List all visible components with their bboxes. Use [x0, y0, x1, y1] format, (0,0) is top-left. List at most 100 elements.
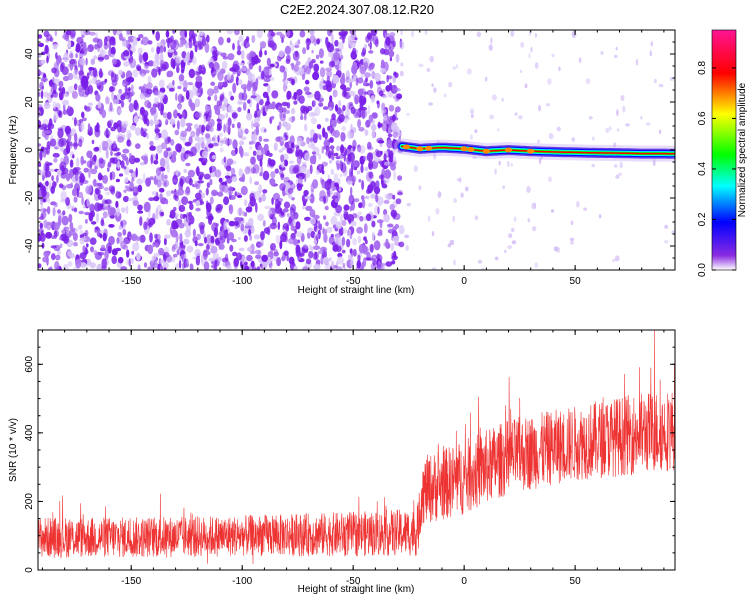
heatmap-noise-cell	[241, 173, 245, 183]
heatmap-noise-cell	[172, 59, 176, 70]
heatmap-noise-cell	[343, 204, 350, 211]
heatmap-noise-cell	[511, 240, 517, 245]
heatmap-noise-cell	[211, 222, 219, 232]
heatmap-noise-cell	[474, 215, 479, 221]
heatmap-noise-cell	[223, 196, 230, 206]
heatmap-noise-cell	[306, 169, 311, 179]
heatmap-noise-cell	[367, 141, 372, 149]
heatmap-noise-cell	[141, 36, 149, 46]
heatmap-noise-cell	[150, 154, 154, 165]
heatmap-noise-cell	[149, 145, 156, 151]
heatmap-noise-cell	[385, 85, 391, 92]
heatmap-noise-cell	[253, 117, 260, 124]
heatmap-noise-cell	[166, 219, 171, 226]
heatmap-noise-cell	[129, 181, 135, 192]
heatmap-noise-cell	[336, 116, 343, 124]
heatmap-noise-cell	[378, 261, 381, 265]
heatmap-noise-cell	[470, 108, 474, 115]
heatmap-noise-cell	[188, 98, 193, 108]
heatmap-noise-cell	[62, 210, 66, 216]
heatmap-noise-cell	[365, 213, 372, 222]
heatmap-noise-cell	[570, 220, 574, 226]
heatmap-noise-cell	[143, 201, 151, 213]
heatmap-noise-cell	[146, 217, 150, 225]
heatmap-noise-cell	[70, 205, 75, 209]
colorbar-ticks: 0.0 0.2 0.4 0.6 0.8	[697, 61, 736, 277]
heatmap-noise-cell	[238, 145, 243, 155]
heatmap-noise-cell	[95, 212, 100, 223]
heatmap-noise-cell	[53, 89, 57, 95]
heatmap-noise-cell	[40, 213, 44, 219]
heatmap-noise-cell	[318, 153, 322, 160]
heatmap-noise-cell	[47, 122, 55, 130]
heatmap-noise-cell	[175, 169, 179, 176]
heatmap-noise-cell	[96, 182, 103, 187]
heatmap-noise-cell	[219, 235, 223, 240]
heatmap-noise-cell	[618, 172, 622, 176]
heatmap-noise-cell	[260, 70, 265, 80]
heatmap-noise-cell	[400, 62, 404, 67]
heatmap-noise-cell	[136, 236, 141, 242]
heatmap-noise-cell	[65, 183, 74, 189]
heatmap-noise-cell	[281, 37, 284, 44]
heatmap-noise-cell	[242, 152, 250, 157]
heatmap-noise-cell	[312, 100, 317, 107]
heatmap-noise-cell	[510, 30, 515, 37]
heatmap-noise-cell	[148, 197, 155, 202]
heatmap-noise-cell	[304, 196, 312, 200]
heatmap-noise-cell	[140, 40, 144, 45]
heatmap-noise-cell	[558, 66, 561, 72]
heatmap-noise-cell	[258, 135, 263, 142]
heatmap-noise-cell	[296, 145, 300, 154]
heatmap-noise-cell	[174, 129, 180, 136]
heatmap-noise-cell	[40, 72, 45, 76]
heatmap-noise-cell	[178, 74, 185, 82]
heatmap-noise-cell	[138, 34, 144, 39]
heatmap-noise-cell	[270, 171, 276, 179]
heatmap-noise-cell	[154, 233, 158, 239]
heatmap-noise-cell	[211, 155, 217, 160]
heatmap-noise-cell	[109, 102, 113, 112]
heatmap-noise-cell	[435, 208, 440, 215]
heatmap-noise-cell	[197, 180, 204, 184]
heatmap-noise-cell	[178, 260, 182, 269]
heatmap-noise-cell	[185, 212, 190, 223]
heatmap-noise-cell	[100, 219, 105, 227]
heatmap-noise-cell	[368, 162, 372, 169]
heatmap-noise-cell	[251, 267, 258, 270]
heatmap-noise-cell	[615, 255, 620, 262]
heatmap-noise-cell	[120, 100, 125, 108]
carrier-hotspot	[402, 144, 410, 150]
heatmap-noise-cell	[538, 105, 541, 112]
heatmap-noise-cell	[340, 146, 348, 157]
heatmap-noise-cell	[205, 203, 210, 210]
heatmap-noise-cell	[453, 259, 456, 266]
heatmap-noise-cell	[86, 160, 93, 168]
heatmap-noise-cell	[122, 195, 129, 203]
heatmap-noise-cell	[356, 226, 363, 234]
heatmap-noise-cell	[78, 138, 83, 148]
heatmap-noise-cell	[313, 133, 318, 144]
heatmap-noise-cell	[360, 109, 368, 119]
heatmap-noise-cell	[652, 159, 656, 167]
x-tick-label: 50	[570, 276, 582, 287]
heatmap-noise-cell	[397, 192, 403, 196]
heatmap-noise-cell	[293, 100, 298, 105]
heatmap-noise-cell	[625, 123, 630, 127]
heatmap-noise-cell	[293, 91, 298, 101]
heatmap-noise-cell	[284, 109, 291, 114]
heatmap-noise-cell	[472, 155, 477, 159]
heatmap-noise-cell	[192, 228, 196, 238]
heatmap-noise-cell	[135, 143, 141, 149]
heatmap-noise-cell	[117, 109, 122, 114]
heatmap-noise-cell	[348, 194, 355, 205]
snr-series-line	[38, 330, 675, 564]
heatmap-noise-cell	[456, 178, 462, 182]
heatmap-noise-cell	[237, 39, 240, 47]
heatmap-noise-cell	[386, 139, 394, 149]
heatmap-noise-cell	[640, 115, 643, 120]
heatmap-noise-cell	[259, 263, 263, 268]
spectrogram-panel: -150 -100 -50 0 50 -40 -20 0 20 40 Height of stra…	[8, 29, 676, 296]
heatmap-noise-cell	[195, 255, 201, 266]
heatmap-noise-cell	[123, 61, 130, 67]
